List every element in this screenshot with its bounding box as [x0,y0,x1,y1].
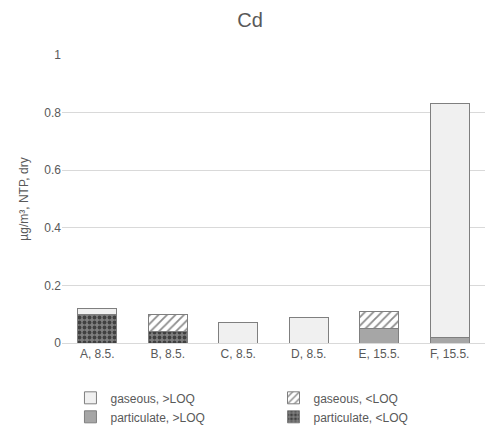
svg-text:D, 8.5.: D, 8.5. [291,347,326,361]
svg-text:B, 8.5.: B, 8.5. [150,347,185,361]
svg-text:0: 0 [54,336,61,350]
svg-text:0.2: 0.2 [44,279,61,293]
svg-text:A, 8.5.: A, 8.5. [80,347,115,361]
svg-text:µg/m³, NTP, dry: µg/m³, NTP, dry [17,157,31,240]
svg-text:E, 15.5.: E, 15.5. [359,347,400,361]
svg-text:0.4: 0.4 [44,221,61,235]
svg-text:particulate, <LOQ: particulate, <LOQ [314,411,408,425]
svg-text:Cd: Cd [237,9,263,31]
svg-text:particulate, >LOQ: particulate, >LOQ [110,411,204,425]
svg-text:0.6: 0.6 [44,163,61,177]
svg-text:gaseous, >LOQ: gaseous, >LOQ [110,392,194,406]
svg-text:F, 15.5.: F, 15.5. [430,347,469,361]
svg-text:gaseous, <LOQ: gaseous, <LOQ [314,392,398,406]
svg-text:0.8: 0.8 [44,106,61,120]
svg-text:1: 1 [54,48,61,62]
svg-text:C, 8.5.: C, 8.5. [221,347,256,361]
